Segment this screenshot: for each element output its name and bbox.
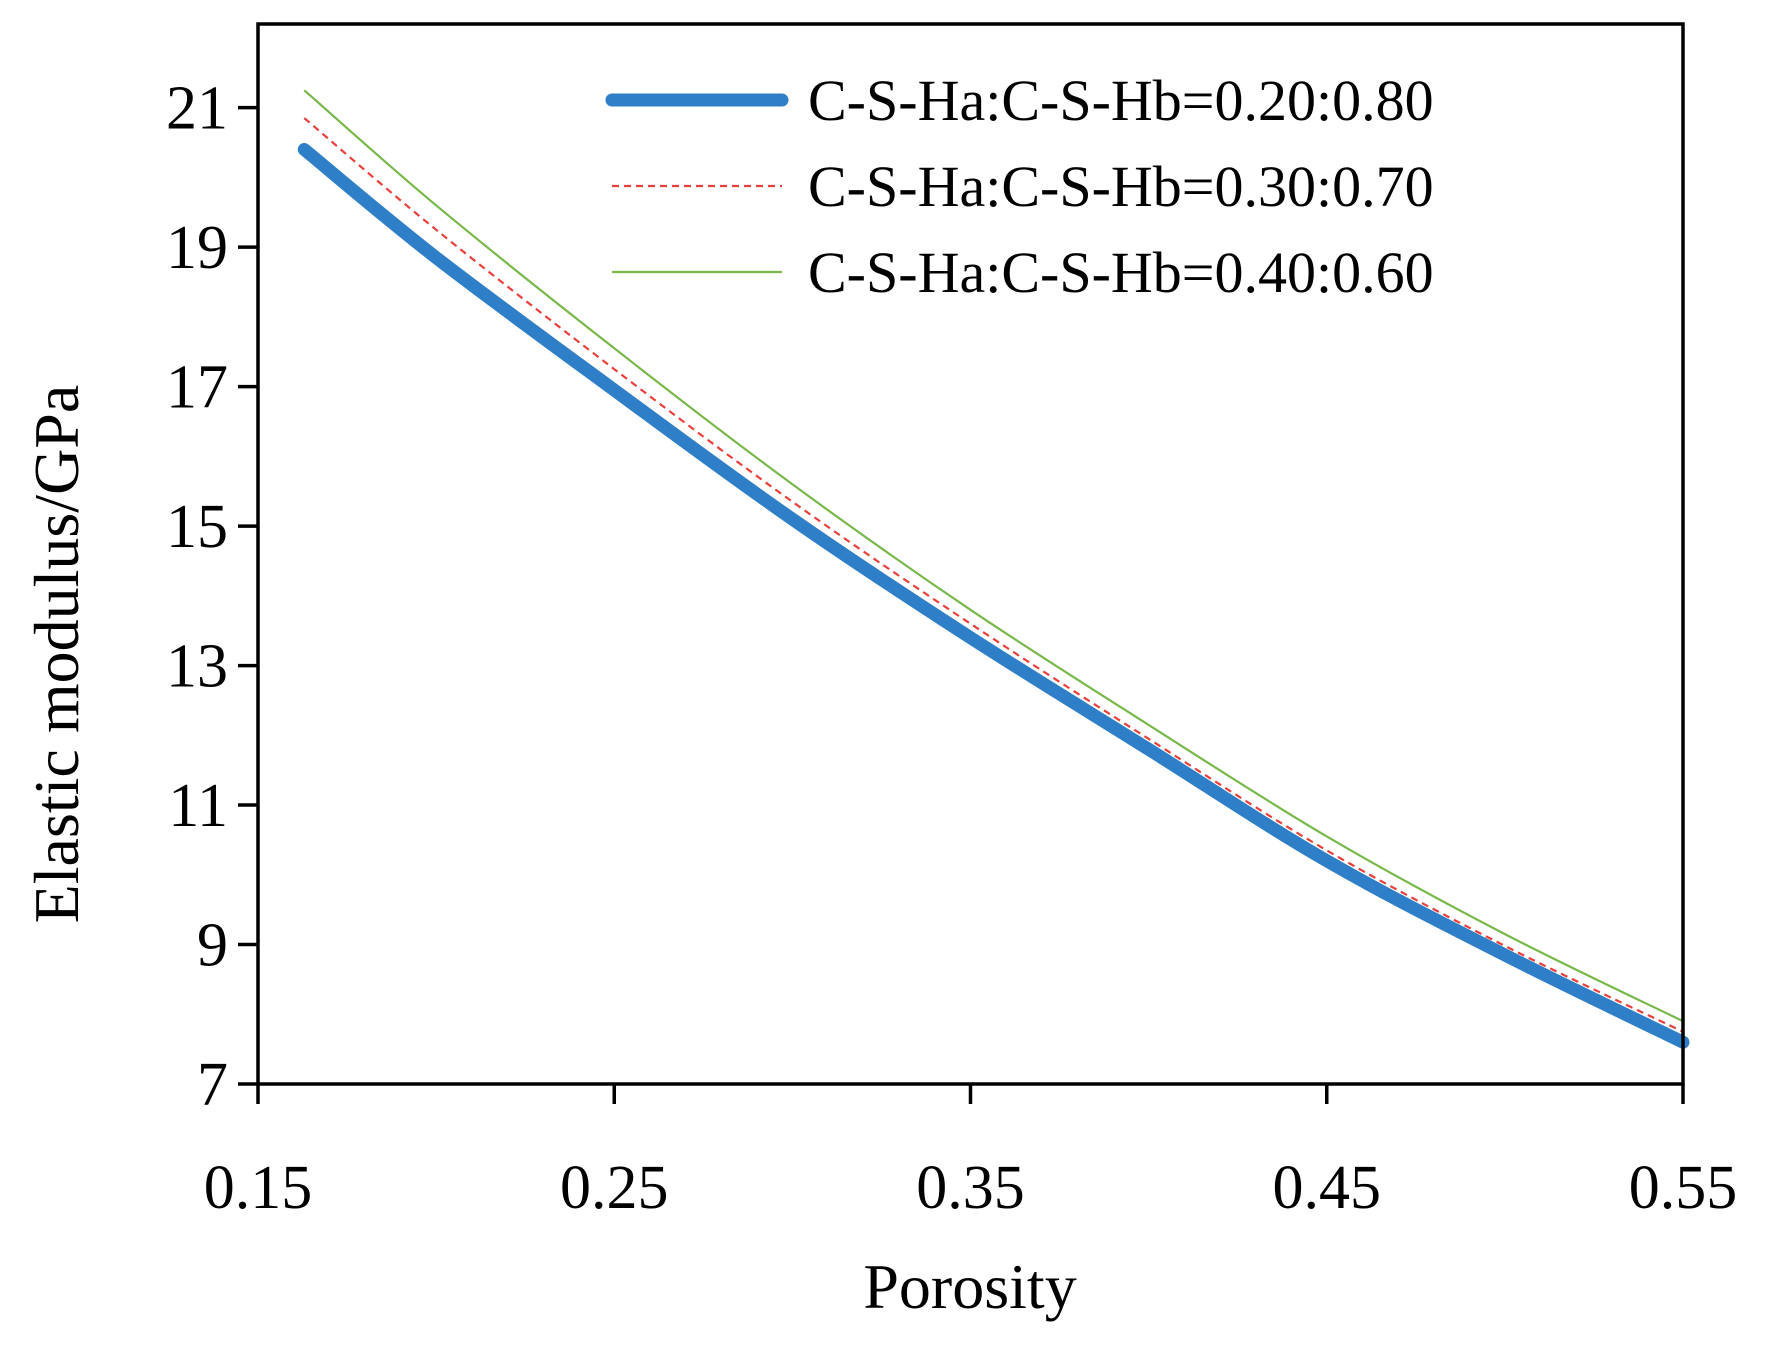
y-tick-label: 7 <box>197 1051 228 1119</box>
y-tick-label: 11 <box>168 772 228 840</box>
x-tick-label: 0.55 <box>1629 1154 1738 1222</box>
x-tick-label: 0.35 <box>916 1154 1025 1222</box>
legend-label-3: C-S-Ha:C-S-Hb=0.40:0.60 <box>808 240 1434 305</box>
y-tick-label: 13 <box>166 633 228 701</box>
x-axis-title: Porosity <box>863 1251 1076 1322</box>
y-tick-label: 9 <box>197 912 228 980</box>
plot-lines <box>297 89 1690 1049</box>
y-tick-label: 19 <box>166 214 228 282</box>
y-tick-label: 15 <box>166 493 228 561</box>
series-line-3 <box>303 89 1684 1023</box>
y-tick-label: 21 <box>166 75 228 143</box>
x-tick-label: 0.25 <box>560 1154 669 1222</box>
x-axis: 0.15 0.25 0.35 0.45 0.55 <box>204 1084 1738 1222</box>
legend-label-2: C-S-Ha:C-S-Hb=0.30:0.70 <box>808 154 1434 219</box>
x-tick-label: 0.15 <box>204 1154 313 1222</box>
y-tick-label: 17 <box>166 354 228 422</box>
series-line-1 <box>297 143 1690 1049</box>
y-axis: 7 9 11 13 15 17 19 21 <box>166 75 258 1119</box>
x-tick-label: 0.45 <box>1273 1154 1382 1222</box>
legend-label-1: C-S-Ha:C-S-Hb=0.20:0.80 <box>808 68 1434 133</box>
series-line-2 <box>303 117 1684 1033</box>
y-axis-title: Elastic modulus/GPa <box>21 385 92 924</box>
legend: C-S-Ha:C-S-Hb=0.20:0.80 C-S-Ha:C-S-Hb=0.3… <box>605 68 1434 305</box>
